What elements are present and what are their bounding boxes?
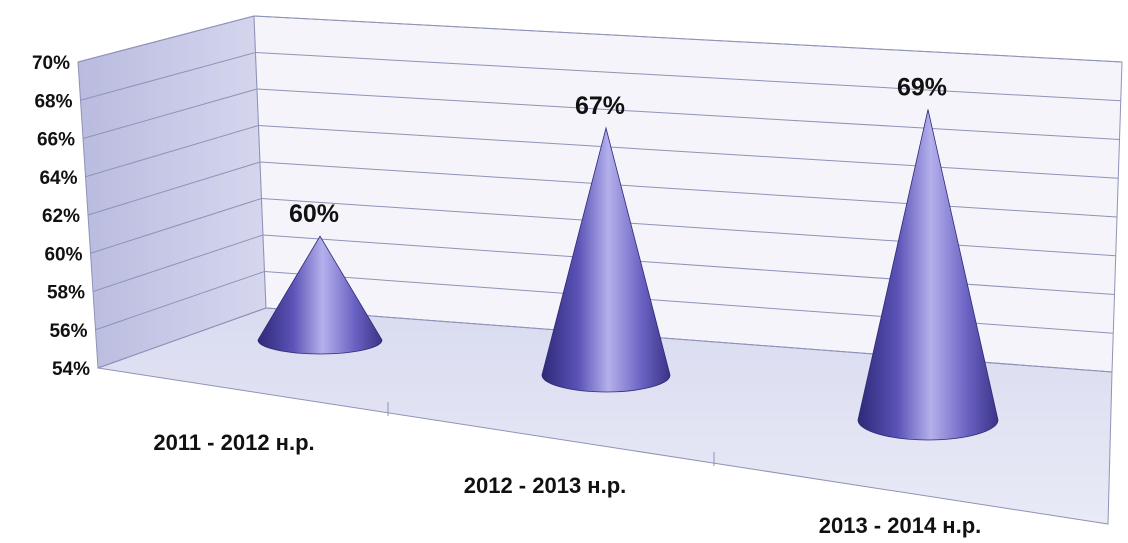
gridline-left	[87, 161, 261, 216]
cone-bar	[257, 235, 383, 355]
gridline-left	[95, 271, 265, 331]
cone-body	[541, 126, 671, 393]
data-label: 60%	[289, 200, 339, 228]
cone-bar	[541, 126, 671, 393]
gridline-left	[92, 234, 264, 292]
gridline-back	[258, 125, 1119, 179]
gridline-back	[262, 234, 1115, 295]
y-tick-label: 58%	[47, 283, 85, 304]
y-tick-label: 56%	[49, 321, 87, 342]
y-tick-label: 66%	[37, 130, 75, 151]
gridline-back	[256, 88, 1120, 140]
y-tick-label: 54%	[52, 359, 90, 380]
y-tick-label: 70%	[32, 53, 70, 74]
y-tick-label: 60%	[44, 244, 82, 265]
cone-bar	[857, 109, 999, 441]
x-axis-categories: 2011 - 2012 н.р. 2012 - 2013 н.р. 2013 - 2…	[153, 402, 981, 538]
category-label: 2012 - 2013 н.р.	[464, 473, 627, 498]
gridline-left	[90, 198, 262, 254]
left-wall	[77, 15, 267, 369]
category-label: 2011 - 2012 н.р.	[153, 430, 314, 455]
gridline-left	[97, 307, 267, 369]
data-label: 67%	[575, 92, 625, 120]
gridline-back	[253, 15, 1123, 63]
gridlines	[77, 15, 1123, 373]
cone-body	[857, 109, 999, 441]
gridline-left	[82, 88, 258, 139]
gridline-back	[255, 52, 1121, 102]
gridline-back	[259, 161, 1118, 218]
y-tick-label: 64%	[39, 168, 77, 189]
gridline-left	[77, 15, 255, 63]
cone-body	[257, 235, 383, 355]
y-tick-label: 68%	[34, 91, 72, 112]
gridline-left	[85, 125, 259, 178]
gridline-back	[261, 198, 1116, 257]
cone-series	[257, 109, 999, 441]
y-axis-ticks: 54% 56% 58% 60% 62% 64% 66% 68% 70%	[32, 53, 90, 380]
category-label: 2013 - 2014 н.р.	[819, 513, 982, 538]
y-tick-label: 62%	[42, 206, 80, 227]
gridline-left	[80, 52, 256, 101]
data-label: 69%	[897, 74, 947, 102]
data-labels: 60% 67% 69%	[289, 74, 947, 229]
